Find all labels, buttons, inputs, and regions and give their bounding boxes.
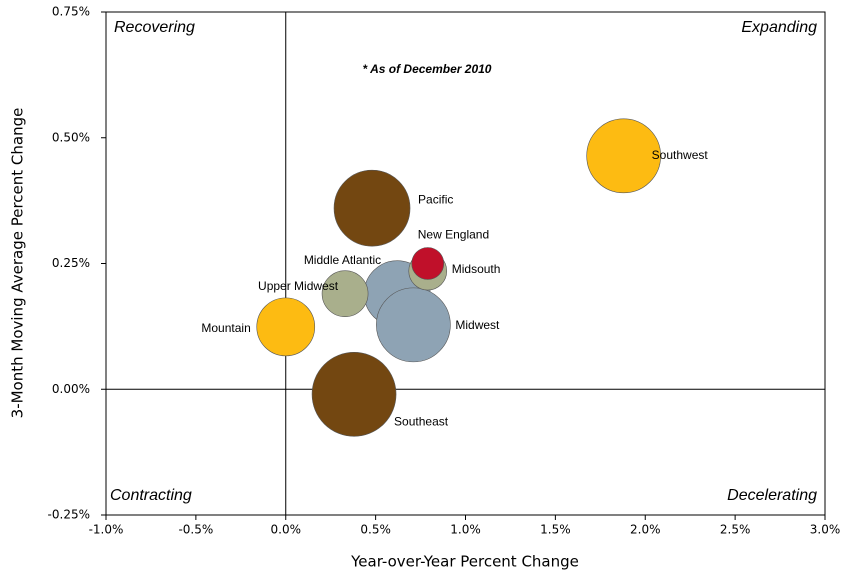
x-axis-title: Year-over-Year Percent Change [350, 553, 579, 571]
quadrant-label: Decelerating [727, 487, 817, 504]
point-label: New England [418, 228, 489, 242]
bubble [256, 297, 316, 357]
point-label: Mountain [201, 321, 250, 335]
x-tick-label: -1.0% [89, 523, 124, 537]
quadrant-label: Expanding [741, 19, 817, 36]
bubble [333, 169, 411, 247]
y-tick-label: 0.25% [52, 256, 90, 270]
point-label: Southwest [652, 148, 709, 162]
x-tick-label: 2.5% [720, 523, 751, 537]
point-label: Upper Midwest [258, 279, 339, 293]
x-tick-label: 3.0% [810, 523, 841, 537]
point-label: Middle Atlantic [304, 253, 381, 267]
y-tick-label: -0.25% [48, 508, 90, 522]
y-tick-label: 0.00% [52, 382, 90, 396]
bubble [586, 118, 661, 194]
y-tick-label: 0.75% [52, 5, 90, 19]
bubble [321, 270, 369, 317]
quadrant-label: Recovering [114, 19, 195, 36]
bubble [311, 351, 397, 437]
point-label: Midsouth [452, 262, 501, 276]
point-label: Midwest [455, 318, 500, 332]
point-label: Southeast [394, 414, 449, 428]
y-tick-label: 0.50% [52, 130, 90, 144]
bubble [376, 287, 451, 363]
y-axis-title: 3-Month Moving Average Percent Change [9, 108, 27, 419]
quadrant-label: Contracting [110, 487, 192, 504]
x-tick-label: 0.0% [271, 523, 302, 537]
annotation: * As of December 2010 [363, 62, 492, 76]
x-tick-label: 0.5% [360, 523, 391, 537]
point-label: Pacific [418, 192, 453, 206]
x-tick-label: -0.5% [178, 523, 213, 537]
x-tick-label: 1.5% [540, 523, 571, 537]
x-tick-label: 1.0% [450, 523, 481, 537]
x-tick-label: 2.0% [630, 523, 661, 537]
bubble [411, 247, 445, 280]
